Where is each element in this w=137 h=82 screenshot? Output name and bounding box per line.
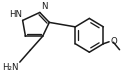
Text: H₂N: H₂N [2, 63, 19, 72]
Text: O: O [110, 37, 117, 46]
Text: HN: HN [9, 10, 22, 19]
Text: N: N [41, 2, 47, 11]
